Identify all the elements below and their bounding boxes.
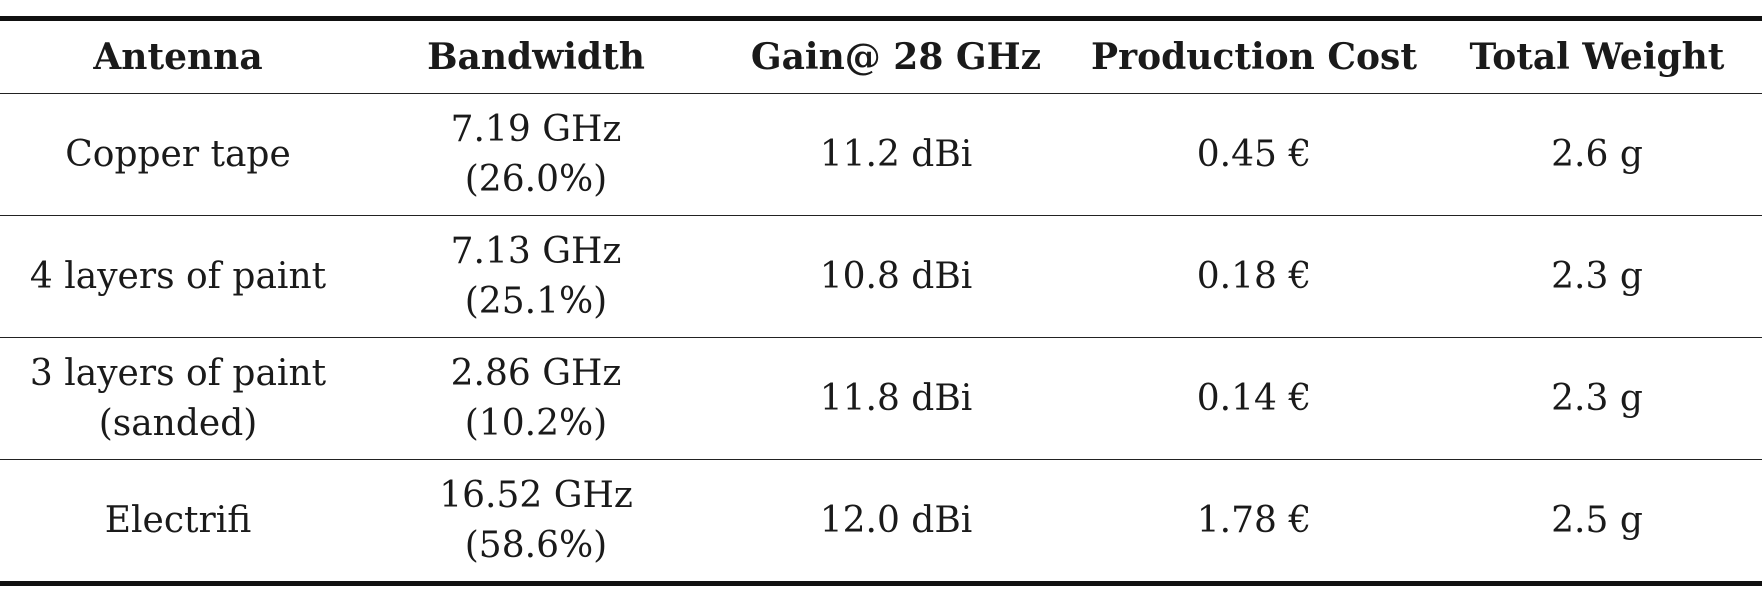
header-production-cost: Production Cost <box>1076 18 1432 94</box>
cell-antenna: 4 layers of paint <box>0 215 356 338</box>
bandwidth-percent: (58.6%) <box>464 524 608 566</box>
table-header: Antenna Bandwidth Gain@ 28 GHz Productio… <box>0 18 1762 94</box>
bandwidth-value: 2.86 GHz <box>450 352 622 394</box>
bandwidth-percent: (25.1%) <box>464 280 608 322</box>
bandwidth-percent: (10.2%) <box>464 402 608 444</box>
comparison-table-container: Antenna Bandwidth Gain@ 28 GHz Productio… <box>0 16 1762 586</box>
cell-cost: 0.18 € <box>1076 215 1432 338</box>
cell-gain: 12.0 dBi <box>819 499 973 541</box>
cell-cost: 1.78 € <box>1196 499 1312 541</box>
table-body: Copper tape 7.19 GHz (26.0%) 11.2 dBi 0.… <box>0 93 1762 584</box>
cell-bandwidth: 7.13 GHz (25.1%) <box>356 215 716 338</box>
cell-bandwidth: 16.52 GHz (58.6%) <box>356 460 716 584</box>
cell-bandwidth: 7.19 GHz (26.0%) <box>356 93 716 216</box>
antenna-name: 3 layers of paint <box>29 352 327 394</box>
header-bandwidth: Bandwidth <box>356 18 716 94</box>
bandwidth-value: 7.19 GHz <box>450 108 622 150</box>
antenna-name: 4 layers of paint <box>29 255 327 297</box>
table-row: 3 layers of paint (sanded) 2.86 GHz (10.… <box>0 337 1762 460</box>
cell-antenna: Electrifi <box>0 460 356 584</box>
antenna-name: Copper tape <box>65 133 291 175</box>
antenna-comparison-table: Antenna Bandwidth Gain@ 28 GHz Productio… <box>0 16 1762 586</box>
cell-weight: 2.3 g <box>1432 215 1762 338</box>
bandwidth-percent: (26.0%) <box>464 158 608 200</box>
header-row: Antenna Bandwidth Gain@ 28 GHz Productio… <box>0 18 1762 94</box>
cell-cost: 0.14 € <box>1076 337 1432 460</box>
cell-antenna: 3 layers of paint (sanded) <box>0 337 356 460</box>
table-row: 4 layers of paint 7.13 GHz (25.1%) 10.8 … <box>0 215 1762 338</box>
cell-weight: 2.6 g <box>1432 93 1762 216</box>
antenna-name: Electrifi <box>104 499 252 541</box>
cell-antenna: Copper tape <box>0 93 356 216</box>
cell-gain: 10.8 dBi <box>716 215 1076 338</box>
cell-bandwidth: 2.86 GHz (10.2%) <box>356 337 716 460</box>
table-row: Electrifi 16.52 GHz (58.6%) 12.0 dBi 1.7… <box>0 460 1762 584</box>
cell-weight: 2.5 g <box>1551 499 1643 541</box>
table-row: Copper tape 7.19 GHz (26.0%) 11.2 dBi 0.… <box>0 93 1762 216</box>
header-antenna: Antenna <box>0 18 356 94</box>
cell-cost: 0.45 € <box>1076 93 1432 216</box>
header-gain: Gain@ 28 GHz <box>716 18 1076 94</box>
cell-gain: 11.2 dBi <box>716 93 1076 216</box>
bandwidth-value: 7.13 GHz <box>450 230 622 272</box>
antenna-name-note: (sanded) <box>98 402 258 444</box>
cell-gain: 11.8 dBi <box>716 337 1076 460</box>
bandwidth-value: 16.52 GHz <box>439 474 633 516</box>
cell-weight: 2.3 g <box>1432 337 1762 460</box>
header-total-weight: Total Weight <box>1432 18 1762 94</box>
